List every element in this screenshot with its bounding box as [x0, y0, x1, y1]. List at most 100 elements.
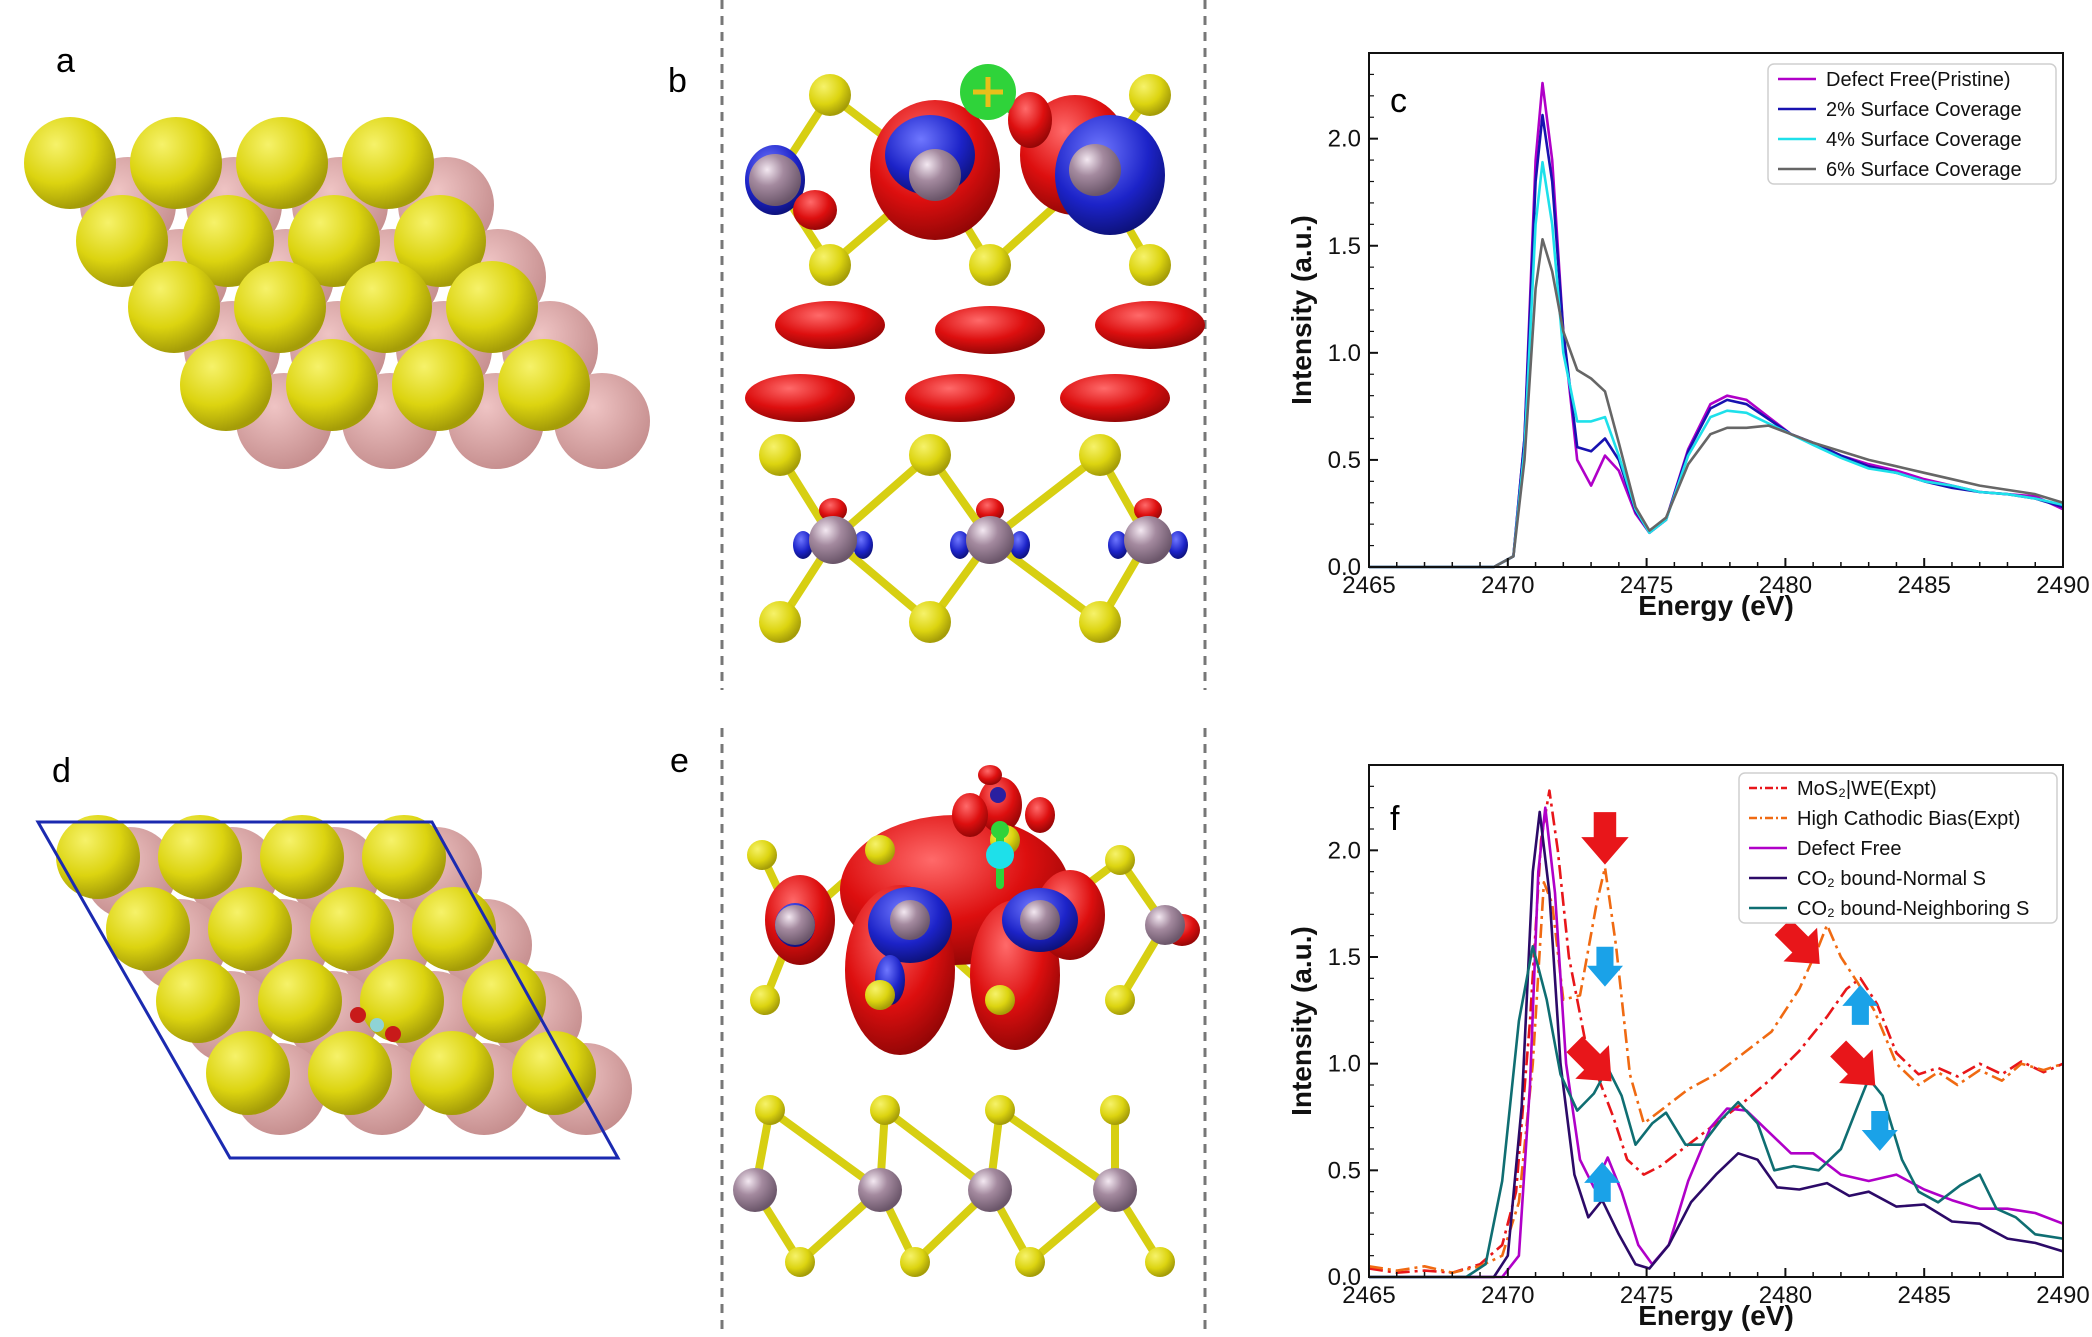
- sulfur-atom: [130, 117, 222, 209]
- legend-entry: 2% Surface Coverage: [1826, 99, 2022, 121]
- sulfur-atom: [158, 815, 242, 899]
- series-line: [1368, 789, 2064, 1274]
- mos2-top-view-structure: [24, 117, 650, 469]
- y-tick-label: 1.0: [1328, 340, 1361, 367]
- sulfur-atom: [410, 1031, 494, 1115]
- charge-accumulation-lobe: [1008, 92, 1052, 148]
- legend-entry: MoS₂|WE(Expt): [1797, 778, 1937, 800]
- x-tick-label: 2470: [1481, 572, 1534, 599]
- charge-accumulation-lobe: [745, 374, 855, 422]
- x-axis-label: Energy (eV): [1638, 590, 1794, 621]
- legend-entry: 6% Surface Coverage: [1826, 159, 2022, 181]
- mo-atom: [858, 1168, 902, 1212]
- sulfur-atom: [258, 959, 342, 1043]
- sulfur-atom: [260, 815, 344, 899]
- charge-accumulation-lobe: [1060, 374, 1170, 422]
- legend-box: [1767, 63, 2057, 185]
- sulfur-atom: [1079, 434, 1121, 476]
- sulfur-atom: [76, 195, 168, 287]
- sulfur-atom: [809, 74, 851, 116]
- carbon-atom: [986, 841, 1014, 869]
- mo-atom: [1069, 144, 1121, 196]
- x-tick-label: 2490: [2036, 572, 2089, 599]
- annotation-arrow-icon: [1581, 812, 1629, 865]
- sulfur-atom: [1105, 985, 1135, 1015]
- sulfur-atom: [1015, 1247, 1045, 1277]
- x-tick-label: 2480: [1759, 572, 1812, 599]
- sulfur-atom: [870, 1095, 900, 1125]
- sulfur-atom: [180, 339, 272, 431]
- y-axis-label: Intensity (a.u.): [1286, 926, 1317, 1116]
- x-tick-label: 2490: [2036, 1282, 2089, 1309]
- charge-accumulation-lobe: [905, 374, 1015, 422]
- sulfur-atom: [310, 887, 394, 971]
- mo-atom: [966, 516, 1014, 564]
- legend-entry: CO₂ bound-Normal S: [1797, 868, 1986, 890]
- sulfur-atom: [446, 261, 538, 353]
- sulfur-atom: [498, 339, 590, 431]
- y-tick-label: 1.5: [1328, 233, 1361, 260]
- sulfur-atom: [206, 1031, 290, 1115]
- sulfur-atom: [340, 261, 432, 353]
- sulfur-atom: [1100, 1095, 1130, 1125]
- x-tick-label: 2470: [1481, 1282, 1534, 1309]
- legend-entry: Defect Free: [1797, 838, 1901, 860]
- annotation-arrow-icon: [1586, 946, 1624, 987]
- mo-atom: [1124, 516, 1172, 564]
- mo-atom: [968, 1168, 1012, 1212]
- sulfur-atom: [909, 601, 951, 643]
- sulfur-atom: [1145, 1247, 1175, 1277]
- panel-label-f: f: [1390, 800, 1400, 838]
- sulfur-atom: [865, 980, 895, 1010]
- x-tick-label: 2485: [1898, 572, 1951, 599]
- legend-entry: CO₂ bound-Neighboring S: [1797, 898, 2029, 920]
- charge-density-side-view-pristine: [745, 64, 1205, 643]
- sulfur-atom: [759, 434, 801, 476]
- oxygen-atom: [385, 1026, 401, 1042]
- unit-cell-outline: [35, 820, 621, 1160]
- sulfur-atom: [985, 985, 1015, 1015]
- sulfur-atom: [234, 261, 326, 353]
- charge-accumulation-lobe: [952, 793, 988, 837]
- y-tick-label: 0.5: [1328, 447, 1361, 474]
- panel-label-d: d: [52, 752, 71, 790]
- x-tick-label: 2485: [1898, 1282, 1951, 1309]
- y-tick-label: 0.0: [1328, 554, 1361, 581]
- sulfur-atom: [1129, 244, 1171, 286]
- bond: [996, 1106, 1119, 1194]
- y-tick-label: 2.0: [1328, 837, 1361, 864]
- sulfur-atom: [462, 959, 546, 1043]
- sulfur-atom: [106, 887, 190, 971]
- sulfur-atom: [909, 434, 951, 476]
- charge-depletion-lobe: [950, 531, 970, 559]
- sulfur-atom: [128, 261, 220, 353]
- sulfur-atom: [1079, 601, 1121, 643]
- sulfur-atom: [759, 601, 801, 643]
- mo-atom: [809, 516, 857, 564]
- mo-atom: [1093, 1168, 1137, 1212]
- x-tick-label: 2465: [1342, 1282, 1395, 1309]
- sulfur-atom: [208, 887, 292, 971]
- xanes-chart-f: 2465 2470 2475 2480 2485 2490 0.0 0.5 1.0 1.5 2.0 E…: [1286, 764, 2090, 1331]
- y-tick-label: 0.0: [1328, 1264, 1361, 1291]
- oxygen-atom: [350, 1007, 366, 1023]
- charge-depletion-lobe: [1108, 531, 1128, 559]
- sulfur-atom: [342, 117, 434, 209]
- series-line: [1369, 810, 2064, 1279]
- charge-depletion-lobe: [1010, 531, 1030, 559]
- charge-accumulation-lobe: [1025, 797, 1055, 833]
- charge-accumulation-lobe: [775, 301, 885, 349]
- y-tick-label: 1.5: [1328, 944, 1361, 971]
- charge-density-side-view-co2: [733, 765, 1200, 1277]
- sulfur-atom: [755, 1095, 785, 1125]
- charge-depletion-lobe: [1168, 531, 1188, 559]
- sulfur-atom: [288, 195, 380, 287]
- bond: [881, 1106, 994, 1194]
- sulfur-atom: [286, 339, 378, 431]
- charge-accumulation-lobe: [793, 190, 837, 230]
- mos2-co2-top-view-structure: [35, 815, 632, 1160]
- mo-atom: [749, 154, 801, 206]
- sulfur-atom: [392, 339, 484, 431]
- series-line: [1369, 945, 2064, 1279]
- adsorbate-atom: [991, 821, 1009, 839]
